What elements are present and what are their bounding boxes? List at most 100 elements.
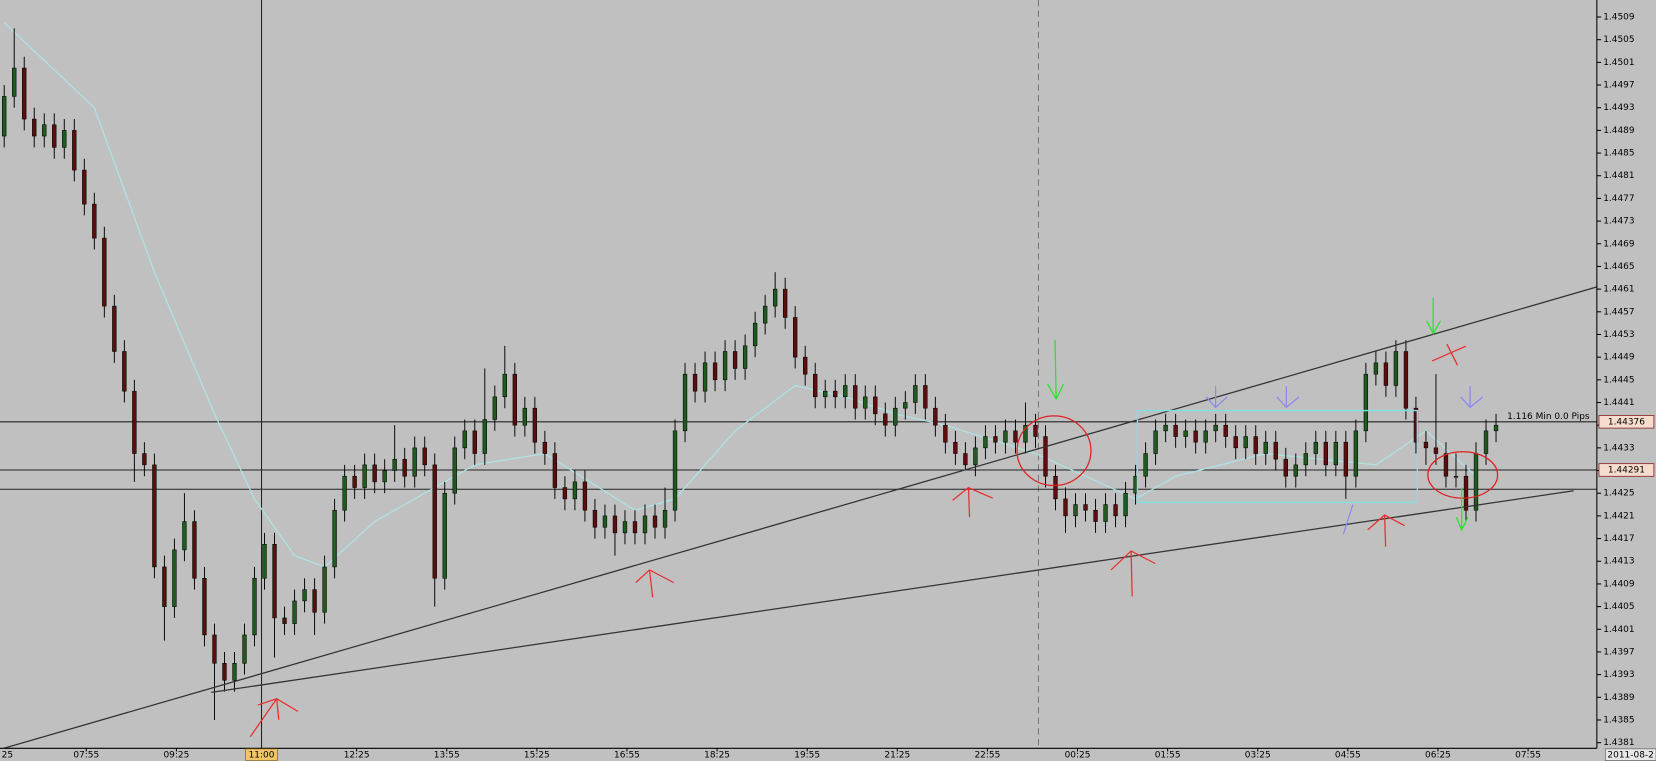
candle-body bbox=[1303, 453, 1308, 466]
arrow bbox=[1047, 339, 1065, 401]
candle-body bbox=[122, 351, 127, 392]
candle-body bbox=[52, 124, 57, 148]
candle-body bbox=[983, 436, 988, 449]
y-tick-label: 1.4449 bbox=[1603, 353, 1635, 363]
candle-body bbox=[1283, 458, 1288, 477]
candle-body bbox=[752, 322, 758, 347]
candle-body bbox=[1053, 475, 1058, 500]
candle-body bbox=[1423, 441, 1429, 449]
plot-area: 1.116 Min 0.0 Pips bbox=[0, 0, 1597, 749]
candle-body bbox=[22, 67, 27, 120]
candle-body bbox=[943, 424, 948, 443]
x-tick-label: 12:25 bbox=[344, 751, 370, 761]
arrow bbox=[249, 697, 299, 738]
candle-body bbox=[252, 577, 257, 636]
candle-body bbox=[903, 402, 908, 409]
candle-body bbox=[1343, 441, 1349, 477]
candle-body bbox=[162, 566, 167, 607]
price-axis-panel bbox=[1596, 0, 1656, 761]
candle-body bbox=[142, 453, 147, 466]
candle-body bbox=[1293, 464, 1298, 477]
candle-body bbox=[582, 481, 588, 511]
candle-body bbox=[312, 589, 317, 613]
candle-body bbox=[392, 458, 397, 471]
candle-body bbox=[292, 600, 297, 624]
candle-body bbox=[793, 317, 798, 358]
candle-body bbox=[1123, 492, 1128, 517]
candle-body bbox=[1183, 430, 1188, 437]
candle-body bbox=[1353, 430, 1359, 477]
candle-body bbox=[72, 130, 77, 171]
candle-body bbox=[282, 617, 287, 624]
candle-body bbox=[1173, 424, 1178, 437]
candle-body bbox=[1023, 424, 1028, 443]
x-tick-label: 00:25 bbox=[1065, 751, 1091, 761]
candle-body bbox=[222, 663, 227, 681]
candle-body bbox=[953, 441, 958, 454]
range-box bbox=[1136, 409, 1419, 504]
candle-body bbox=[512, 373, 517, 426]
x-tick-label: 16:55 bbox=[614, 751, 640, 761]
candle-body bbox=[182, 521, 187, 551]
candle-body bbox=[722, 351, 728, 381]
red-arrows bbox=[249, 343, 1467, 738]
y-tick-label: 1.4409 bbox=[1603, 579, 1635, 589]
candle-body bbox=[302, 589, 307, 602]
trendline bbox=[0, 285, 1601, 750]
y-tick-label: 1.4417 bbox=[1603, 534, 1634, 544]
candle-body bbox=[1433, 447, 1439, 454]
candle-body bbox=[442, 492, 447, 579]
candle-body bbox=[1103, 504, 1108, 522]
blue-arrows bbox=[1205, 386, 1484, 535]
candle-body bbox=[1213, 424, 1218, 432]
x-tick-label: 13:55 bbox=[434, 751, 460, 761]
candle-body bbox=[42, 124, 47, 137]
x-tick-label: 04:55 bbox=[1335, 751, 1361, 761]
candle-body bbox=[1203, 430, 1208, 443]
candle-body bbox=[622, 521, 628, 534]
candle-body bbox=[152, 464, 157, 568]
candle-body bbox=[132, 390, 137, 454]
candle-body bbox=[602, 515, 608, 528]
candle-body bbox=[242, 634, 247, 664]
date-label: 2011-08-2 bbox=[1607, 751, 1653, 761]
candle-body bbox=[482, 419, 487, 454]
crosshair-box bbox=[245, 748, 278, 761]
candle-body bbox=[813, 373, 818, 398]
y-tick-label: 1.4405 bbox=[1603, 602, 1634, 612]
y-tick-label: 1.4425 bbox=[1603, 489, 1634, 499]
candle-body bbox=[863, 396, 868, 409]
price-box-label: 1.44376 bbox=[1608, 417, 1645, 427]
candle-body bbox=[1493, 424, 1499, 432]
candle-body bbox=[452, 447, 457, 494]
candle-body bbox=[1233, 436, 1238, 449]
x-tick-label: 07:55 bbox=[73, 751, 99, 761]
candle-body bbox=[92, 203, 97, 239]
candle-body bbox=[1273, 441, 1278, 460]
candle-body bbox=[542, 441, 548, 454]
candle-body bbox=[422, 447, 427, 466]
x-tick-label: 19:55 bbox=[794, 751, 820, 761]
candle-body bbox=[702, 362, 708, 392]
y-tick-label: 1.4393 bbox=[1603, 670, 1634, 680]
y-tick-label: 1.4441 bbox=[1603, 398, 1634, 408]
time-axis-panel bbox=[0, 748, 1656, 761]
y-tick-label: 1.4481 bbox=[1603, 171, 1634, 181]
candle-body bbox=[1063, 498, 1068, 517]
arrow bbox=[1455, 487, 1469, 532]
y-tick-label: 1.4457 bbox=[1603, 307, 1634, 317]
candle-body bbox=[372, 464, 377, 483]
cross-mark bbox=[1431, 343, 1467, 366]
candle-body bbox=[772, 288, 778, 307]
candle-body bbox=[803, 356, 808, 375]
candle-body bbox=[1323, 441, 1328, 466]
y-tick-label: 1.4497 bbox=[1603, 81, 1634, 91]
y-tick-label: 1.4433 bbox=[1603, 443, 1634, 453]
candle-body bbox=[1033, 424, 1038, 437]
candle-body bbox=[712, 362, 718, 381]
candle-body bbox=[212, 634, 217, 664]
candle-body bbox=[1223, 424, 1228, 437]
y-tick-label: 1.4469 bbox=[1603, 239, 1635, 249]
candle-body bbox=[1153, 430, 1158, 454]
candle-body bbox=[1383, 362, 1389, 386]
